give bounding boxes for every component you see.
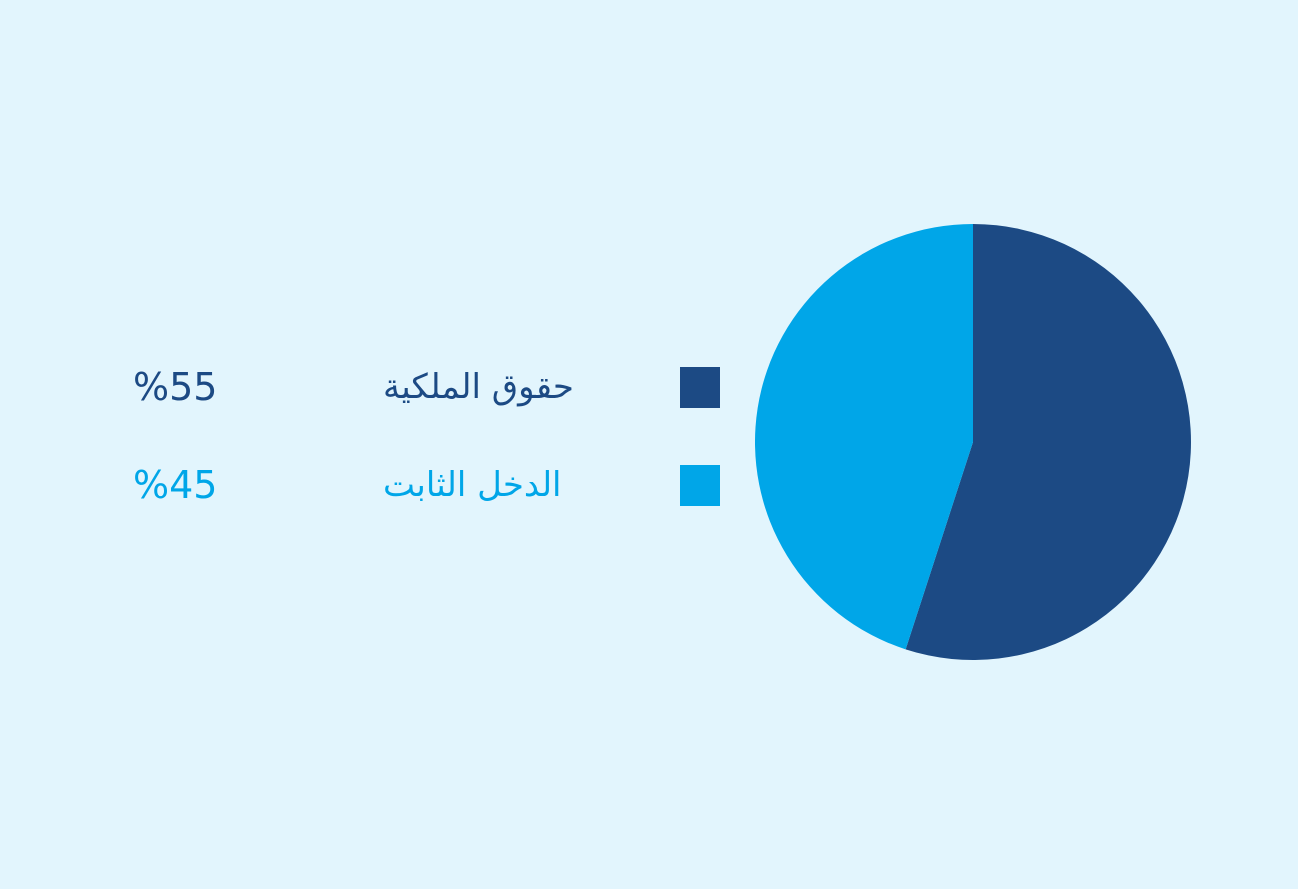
legend-swatch-fixed-income bbox=[680, 465, 720, 506]
pie-chart-graphic bbox=[755, 224, 1191, 660]
legend-value-equity: %55 bbox=[133, 365, 218, 409]
legend-item-equity[interactable]: حقوق الملكية %55 bbox=[120, 362, 720, 418]
pie-slice[interactable] bbox=[905, 224, 1191, 660]
legend-item-fixed-income[interactable]: الدخل الثابت %45 bbox=[120, 460, 720, 516]
legend-swatch-equity bbox=[680, 367, 720, 408]
pie-svg bbox=[755, 224, 1191, 660]
legend-label-fixed-income: الدخل الثابت bbox=[383, 465, 562, 505]
pie-slice-group bbox=[755, 224, 1191, 660]
legend-value-fixed-income: %45 bbox=[133, 463, 218, 507]
legend-label-equity: حقوق الملكية bbox=[383, 367, 574, 407]
pie-slice[interactable] bbox=[755, 224, 973, 650]
